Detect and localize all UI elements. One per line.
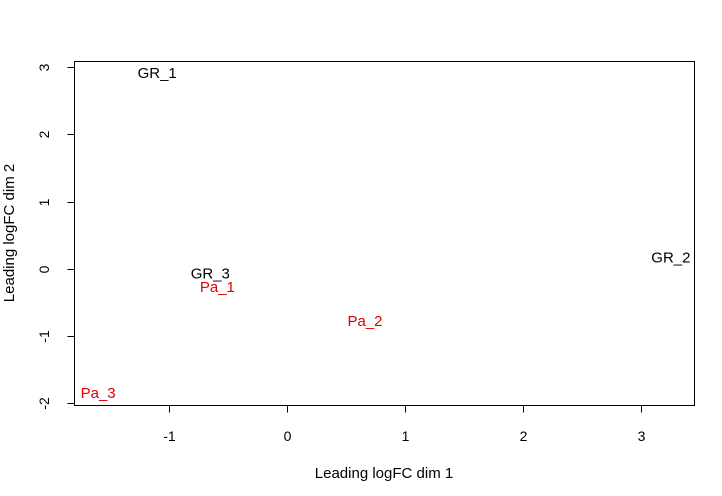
point-label: Pa_2 [347, 313, 382, 330]
point-label: Pa_3 [81, 385, 116, 402]
y-tick-label: 3 [36, 63, 52, 71]
x-axis-label: Leading logFC dim 1 [315, 465, 453, 482]
point-label: GR_1 [138, 65, 177, 82]
point-label: GR_3 [191, 266, 230, 283]
x-tick-label: 3 [638, 428, 646, 444]
x-tick-label: 0 [284, 428, 292, 444]
x-tick-label: 1 [402, 428, 410, 444]
x-tick-label: 2 [520, 428, 528, 444]
point-label: Pa_1 [200, 279, 235, 296]
y-tick-label: 0 [36, 265, 52, 273]
y-tick-label: 1 [36, 198, 52, 206]
y-axis-label: Leading logFC dim 2 [1, 164, 18, 302]
plot-box [74, 61, 695, 406]
point-label: GR_2 [651, 250, 690, 267]
y-tick-label: 2 [36, 130, 52, 138]
x-tick-label: -1 [163, 428, 176, 444]
y-tick-label: -2 [36, 397, 52, 410]
y-tick-label: -1 [36, 330, 52, 343]
point-labels: GR_1 GR_2 GR_3Pa_1 Pa_2 Pa_3 [81, 65, 691, 402]
y-axis: -2 -1 0 1 2 3 [36, 63, 75, 410]
x-axis: -1 0 1 2 3 [163, 405, 646, 444]
